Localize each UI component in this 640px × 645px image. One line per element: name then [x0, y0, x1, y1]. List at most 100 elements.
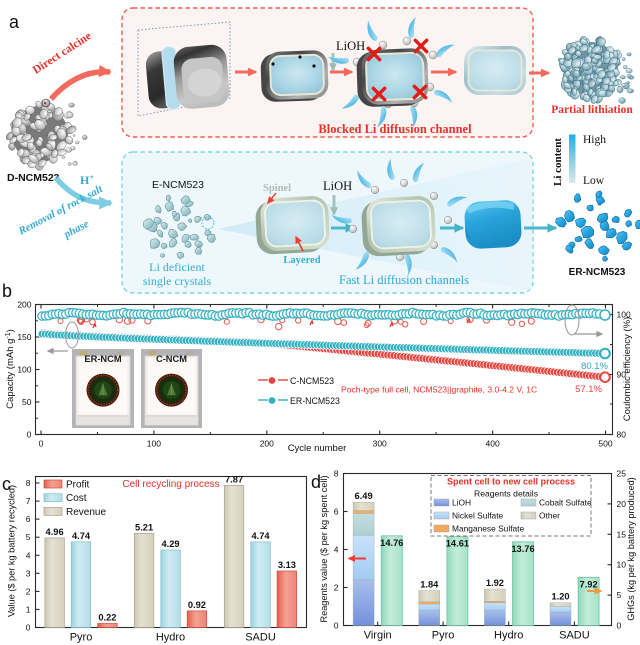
svg-text:3: 3: [26, 568, 31, 578]
svg-text:13.76: 13.76: [511, 544, 534, 554]
svg-text:5: 5: [26, 532, 31, 542]
svg-text:80: 80: [617, 430, 627, 440]
svg-text:4.74: 4.74: [251, 531, 270, 541]
svg-text:6: 6: [26, 514, 31, 524]
svg-text:Cycle number: Cycle number: [288, 443, 347, 454]
svg-text:50: 50: [22, 397, 32, 407]
svg-text:0: 0: [617, 621, 622, 631]
svg-text:4: 4: [26, 550, 31, 560]
svg-text:1.20: 1.20: [551, 592, 569, 602]
svg-text:1.92: 1.92: [486, 578, 504, 588]
svg-text:Li content: Li content: [552, 138, 564, 186]
svg-text:2: 2: [334, 583, 339, 593]
svg-text:SADU: SADU: [559, 630, 590, 642]
svg-text:LiOH: LiOH: [452, 498, 471, 508]
svg-text:C-NCM: C-NCM: [156, 354, 187, 364]
svg-text:Cell recycling process: Cell recycling process: [122, 479, 219, 490]
svg-text:6.49: 6.49: [355, 491, 373, 501]
svg-text:Removal of rock salt: Removal of rock salt: [16, 183, 106, 238]
svg-text:150: 150: [17, 332, 31, 342]
svg-text:phase: phase: [61, 218, 91, 241]
svg-text:15: 15: [617, 529, 627, 539]
svg-text:Layered: Layered: [283, 255, 320, 266]
svg-text:Low: Low: [583, 175, 605, 187]
svg-text:20: 20: [617, 499, 627, 509]
svg-text:1: 1: [26, 604, 31, 614]
svg-text:0: 0: [39, 439, 44, 449]
svg-text:High: High: [583, 134, 606, 146]
svg-text:Hydro: Hydro: [494, 630, 523, 642]
svg-text:4.74: 4.74: [72, 531, 91, 541]
svg-text:E-NCM523: E-NCM523: [152, 179, 204, 191]
svg-text:Li deficient: Li deficient: [149, 260, 205, 274]
svg-text:14.61: 14.61: [446, 539, 469, 549]
svg-text:Spent cell to new cell process: Spent cell to new cell process: [447, 477, 575, 487]
svg-text:GHGs (kg per kg battery produc: GHGs (kg per kg battery produced): [626, 477, 636, 621]
svg-text:Reagents value ($ per kg spent: Reagents value ($ per kg spent cell): [319, 475, 329, 622]
svg-text:6: 6: [334, 507, 339, 517]
svg-text:Other: Other: [539, 511, 560, 521]
svg-text:0: 0: [26, 623, 31, 633]
svg-text:400: 400: [486, 439, 500, 449]
svg-text:Virgin: Virgin: [364, 630, 392, 642]
svg-text:ER-NCM: ER-NCM: [84, 354, 121, 364]
svg-text:Coulombic efficiency (%): Coulombic efficiency (%): [622, 317, 633, 421]
svg-text:25: 25: [617, 469, 627, 479]
svg-text:LiOH: LiOH: [336, 39, 365, 53]
svg-text:0: 0: [334, 621, 339, 631]
svg-text:5.21: 5.21: [135, 522, 153, 532]
svg-text:Direct calcine: Direct calcine: [31, 30, 94, 77]
svg-text:SADU: SADU: [245, 632, 276, 644]
svg-text:b: b: [2, 281, 12, 301]
svg-text:Cobalt Sulfate: Cobalt Sulfate: [539, 498, 592, 508]
svg-text:4.96: 4.96: [46, 527, 64, 537]
svg-text:7.92: 7.92: [580, 579, 598, 589]
svg-text:500: 500: [598, 439, 612, 449]
svg-text:0: 0: [27, 430, 32, 440]
svg-text:c: c: [2, 474, 11, 494]
svg-text:100: 100: [147, 439, 161, 449]
svg-text:14.76: 14.76: [380, 538, 403, 548]
svg-text:Fast Li diffusion channels: Fast Li diffusion channels: [339, 273, 469, 287]
svg-text:4.29: 4.29: [161, 539, 179, 549]
svg-text:100: 100: [617, 310, 631, 320]
svg-text:Hydro: Hydro: [156, 632, 185, 644]
svg-text:8: 8: [334, 469, 339, 479]
svg-text:90: 90: [617, 370, 627, 380]
svg-text:Partial lithiation: Partial lithiation: [551, 104, 633, 116]
svg-text:single crystals: single crystals: [143, 274, 212, 288]
svg-text:Revenue: Revenue: [66, 507, 106, 518]
svg-text:Pyro: Pyro: [70, 632, 93, 644]
svg-text:Reagents details: Reagents details: [474, 489, 538, 499]
svg-text:D-NCM523: D-NCM523: [7, 172, 60, 184]
svg-text:300: 300: [373, 439, 387, 449]
svg-text:ER-NCM523: ER-NCM523: [290, 396, 340, 406]
svg-text:a: a: [9, 12, 20, 32]
svg-text:C-NCM523: C-NCM523: [290, 376, 334, 386]
svg-text:0.22: 0.22: [98, 613, 116, 623]
svg-text:Profit: Profit: [66, 480, 90, 491]
svg-text:7: 7: [26, 496, 31, 506]
svg-text:Manganese Sulfate: Manganese Sulfate: [452, 524, 525, 534]
svg-text:200: 200: [17, 300, 31, 310]
svg-text:ER-NCM523: ER-NCM523: [569, 267, 626, 278]
svg-text:Nickel Sulfate: Nickel Sulfate: [452, 511, 504, 521]
svg-text:4: 4: [334, 545, 339, 555]
svg-text:Pyro: Pyro: [432, 630, 455, 642]
svg-text:Cost: Cost: [66, 493, 87, 504]
svg-text:LiOH: LiOH: [323, 179, 352, 193]
svg-text:80.1%: 80.1%: [581, 361, 608, 372]
svg-text:10: 10: [617, 560, 627, 570]
svg-text:Blocked Li diffusion channel: Blocked Li diffusion channel: [318, 122, 472, 136]
svg-text:1.84: 1.84: [420, 580, 439, 590]
svg-text:d: d: [311, 472, 321, 492]
svg-text:0.92: 0.92: [188, 600, 206, 610]
svg-text:57.1%: 57.1%: [575, 384, 602, 395]
svg-text:3.13: 3.13: [278, 560, 296, 570]
svg-text:100: 100: [17, 365, 31, 375]
svg-text:H+: H+: [80, 172, 94, 187]
svg-text:Value ($ per kg battery recycl: Value ($ per kg battery recycled): [7, 485, 17, 617]
svg-text:Poch-type full cell, NCM523||g: Poch-type full cell, NCM523||graphite, 3…: [341, 385, 537, 395]
svg-text:200: 200: [260, 439, 274, 449]
svg-text:7.87: 7.87: [225, 474, 243, 484]
